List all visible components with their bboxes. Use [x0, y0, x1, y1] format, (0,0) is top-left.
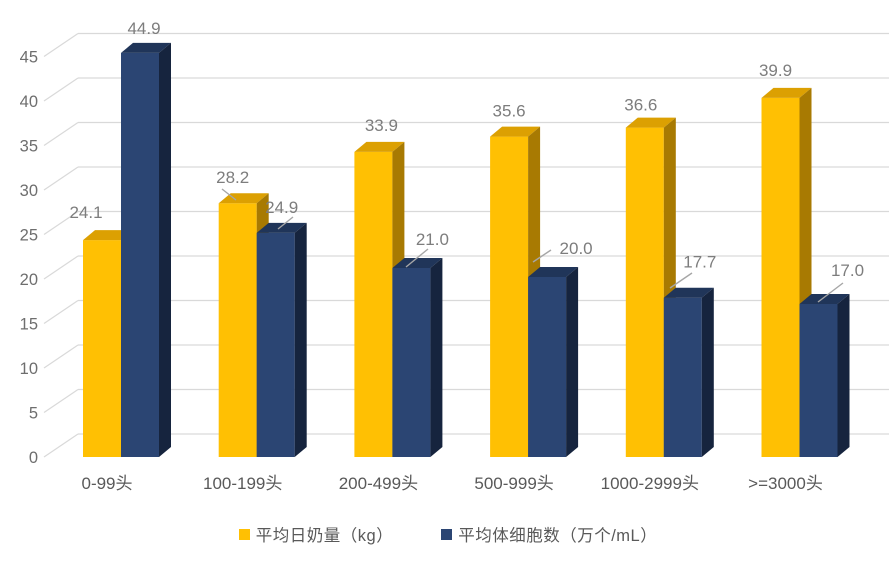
- data-label-s0-2: 33.9: [365, 116, 398, 135]
- data-label-s0-1: 28.2: [216, 168, 249, 187]
- gridline-depth-connector: [43, 166, 79, 191]
- bar-front-s0-1: [218, 203, 257, 457]
- bar-top-s0-5: [761, 87, 812, 98]
- bar-top-s1-1: [256, 222, 307, 233]
- gridline-depth-connector: [43, 122, 79, 146]
- y-axis-tick-label: 0: [29, 449, 38, 467]
- data-label-leader-line: [277, 216, 294, 230]
- bar-front-s1-0: [121, 52, 159, 458]
- bar-top-s0-3: [490, 126, 541, 137]
- data-label-s1-3: 20.0: [560, 239, 593, 258]
- bar-top-s1-2: [392, 258, 443, 268]
- y-axis-tick-label: 45: [20, 49, 38, 67]
- y-axis-tick-label: 10: [20, 360, 38, 378]
- data-label-s0-5: 39.9: [759, 61, 792, 80]
- gridline-depth-connector: [43, 433, 79, 458]
- y-axis-tick-label: 35: [20, 138, 38, 156]
- plot-area: 0 5 10 15 20 25 30 35 40 45 24.1 44.9 28.2 24.9 33.9 21…: [20, 19, 889, 493]
- bar-top-s1-5: [799, 294, 850, 304]
- bar-top-s0-0: [83, 230, 133, 241]
- x-axis-category-label-5: >=3000头: [748, 474, 823, 493]
- y-axis-tick-label: 40: [20, 93, 38, 111]
- data-label-leader-line: [221, 188, 237, 201]
- legend-item-somatic-cells: 平均体细胞数（万个/mL）: [441, 522, 657, 546]
- x-axis-category-label-0: 0-99头: [81, 474, 132, 493]
- data-label-s1-2: 21.0: [416, 230, 449, 249]
- gridline-depth-connector: [43, 255, 79, 280]
- data-label-leader-line: [532, 249, 552, 263]
- bar-side-s1-5: [837, 294, 850, 457]
- bar-front-s0-0: [83, 240, 121, 457]
- legend-swatch-somatic-cells-icon: [441, 528, 453, 540]
- x-axis-category-label-4: 1000-2999头: [601, 474, 699, 493]
- bar-side-s1-3: [566, 267, 579, 457]
- gridline-depth-connector: [43, 211, 79, 235]
- legend-label-somatic-cells: 平均体细胞数（万个/mL）: [458, 527, 658, 545]
- data-label-leader-line: [405, 248, 429, 268]
- y-axis-tick-label: 25: [20, 227, 38, 245]
- data-label-leader-line: [669, 272, 693, 289]
- gridline-depth-connector: [43, 300, 79, 324]
- data-label-s1-0: 44.9: [127, 19, 160, 38]
- data-label-s0-0: 24.1: [69, 203, 102, 222]
- bar-top-s0-2: [354, 141, 405, 152]
- bar-top-s1-0: [121, 42, 171, 53]
- bar-top-s1-4: [663, 287, 714, 298]
- bar-side-s1-4: [701, 287, 714, 457]
- bar-side-s1-0: [159, 42, 171, 458]
- bar-top-s1-3: [528, 267, 579, 277]
- bar-front-s1-4: [663, 297, 702, 457]
- data-label-s0-4: 36.6: [624, 96, 657, 115]
- x-axis-category-label-1: 100-199头: [203, 474, 282, 493]
- x-axis-category-label-2: 200-499头: [339, 474, 418, 493]
- bar-side-s1-2: [430, 258, 443, 457]
- bar-front-s0-3: [490, 136, 529, 457]
- gridline-depth-connector: [43, 344, 79, 369]
- bar-top-s0-4: [625, 117, 676, 128]
- bar-front-s1-3: [528, 277, 567, 457]
- y-axis-tick-label: 15: [20, 316, 38, 334]
- y-axis-tick-label: 30: [20, 182, 38, 200]
- legend-label-milk-yield: 平均日奶量（kg）: [255, 527, 394, 545]
- bar-front-s0-5: [761, 97, 800, 458]
- gridline-depth-connector: [43, 389, 79, 413]
- data-label-s1-5: 17.0: [831, 261, 864, 280]
- legend: 平均日奶量（kg） 平均体细胞数（万个/mL）: [0, 518, 896, 550]
- bar-front-s1-2: [392, 268, 431, 457]
- bar-front-s0-2: [354, 151, 393, 457]
- data-label-s1-4: 17.7: [683, 253, 716, 272]
- bar-front-s0-4: [625, 127, 664, 457]
- x-axis-category-label-3: 500-999头: [474, 474, 553, 493]
- y-axis-tick-label: 5: [29, 405, 38, 423]
- legend-swatch-milk-yield-icon: [238, 528, 250, 540]
- bar-front-s1-1: [256, 232, 295, 457]
- data-label-leader-line: [817, 282, 844, 303]
- data-label-s1-1: 24.9: [265, 198, 298, 217]
- y-axis-tick-label: 20: [20, 271, 38, 289]
- bar-side-s1-1: [294, 222, 307, 457]
- data-label-s0-3: 35.6: [493, 102, 526, 121]
- gridline-depth-connector: [43, 33, 79, 57]
- gridline-depth-connector: [43, 77, 79, 102]
- bar-front-s1-5: [799, 304, 838, 457]
- legend-item-milk-yield: 平均日奶量（kg）: [238, 522, 394, 546]
